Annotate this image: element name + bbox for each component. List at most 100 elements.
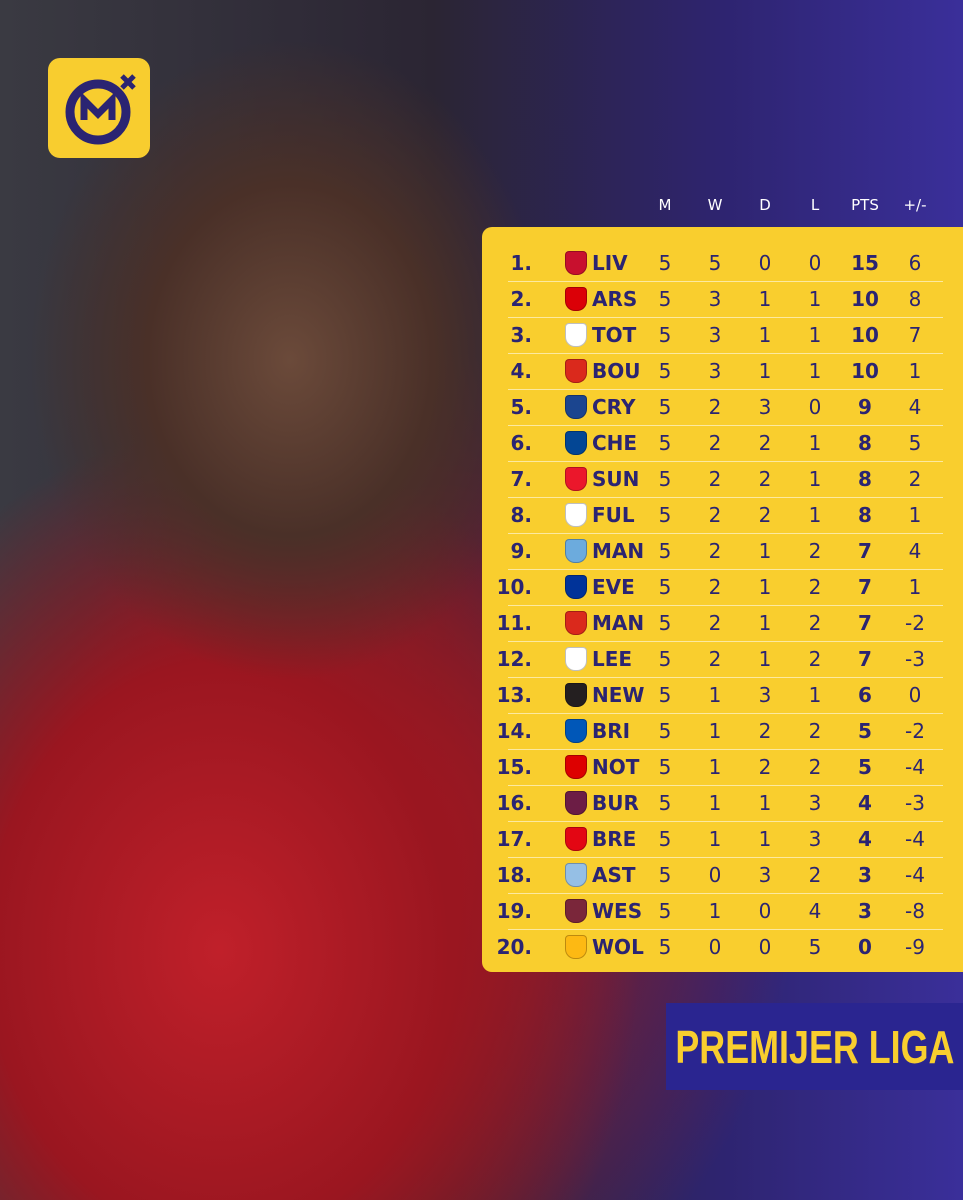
stat: 0 <box>808 251 822 275</box>
stat: 5 <box>708 251 722 275</box>
stat: 1 <box>758 359 772 383</box>
stat: 5 <box>658 863 672 887</box>
points: 3 <box>858 863 872 887</box>
row-separator <box>508 425 943 426</box>
stat: 5 <box>658 935 672 959</box>
team-badge <box>565 647 587 671</box>
team-name: CHE <box>592 431 638 455</box>
stat: 1 <box>708 755 722 779</box>
stat: 2 <box>908 467 922 491</box>
stat: 1 <box>808 431 822 455</box>
points: 8 <box>858 431 872 455</box>
stat: -4 <box>905 863 925 887</box>
stat: 7 <box>908 323 922 347</box>
stat: 1 <box>758 575 772 599</box>
stat: 0 <box>758 251 772 275</box>
team-name: LIV <box>592 251 628 275</box>
points: 4 <box>858 791 872 815</box>
rank: 6. <box>510 431 532 455</box>
stat: 0 <box>708 863 722 887</box>
column-header: D <box>759 196 771 214</box>
stat: 5 <box>658 755 672 779</box>
rank: 5. <box>510 395 532 419</box>
team-badge <box>565 395 587 419</box>
stat: 2 <box>708 575 722 599</box>
stat: 1 <box>758 287 772 311</box>
stat: 3 <box>708 287 722 311</box>
team-name: ARS <box>592 287 638 311</box>
column-header: PTS <box>851 196 879 214</box>
stat: 1 <box>758 647 772 671</box>
team-badge <box>565 359 587 383</box>
points: 15 <box>851 251 879 275</box>
stat: 2 <box>808 539 822 563</box>
team-name: TOT <box>592 323 637 347</box>
rank: 19. <box>496 899 532 923</box>
stat: 2 <box>808 611 822 635</box>
row-separator <box>508 317 943 318</box>
team-name: WOL <box>592 935 644 959</box>
stat: 1 <box>758 611 772 635</box>
stat: 3 <box>808 791 822 815</box>
team-name: BRE <box>592 827 637 851</box>
row-separator <box>508 281 943 282</box>
team-name: SUN <box>592 467 640 491</box>
team-badge <box>565 827 587 851</box>
column-header: W <box>707 196 723 214</box>
stat: 1 <box>808 683 822 707</box>
team-badge <box>565 755 587 779</box>
points: 4 <box>858 827 872 851</box>
rank: 10. <box>496 575 532 599</box>
stat: 4 <box>908 395 922 419</box>
team-name: BRI <box>592 719 631 743</box>
stat: 5 <box>658 791 672 815</box>
stat: 2 <box>708 539 722 563</box>
rank: 14. <box>496 719 532 743</box>
stat: 5 <box>658 683 672 707</box>
stat: 3 <box>758 863 772 887</box>
points: 8 <box>858 467 872 491</box>
rank: 4. <box>510 359 532 383</box>
stat: 0 <box>758 935 772 959</box>
stat: 6 <box>908 251 922 275</box>
stat: 1 <box>758 539 772 563</box>
stat: 5 <box>658 431 672 455</box>
points: 7 <box>858 647 872 671</box>
stat: 5 <box>658 575 672 599</box>
team-name: WES <box>592 899 643 923</box>
rank: 18. <box>496 863 532 887</box>
rank: 7. <box>510 467 532 491</box>
points: 8 <box>858 503 872 527</box>
stat: 5 <box>658 539 672 563</box>
rank: 13. <box>496 683 532 707</box>
stat: 2 <box>708 503 722 527</box>
stat: 1 <box>908 503 922 527</box>
team-badge <box>565 863 587 887</box>
stat: 2 <box>758 431 772 455</box>
stat: 4 <box>808 899 822 923</box>
stat: -4 <box>905 827 925 851</box>
points: 6 <box>858 683 872 707</box>
team-badge <box>565 251 587 275</box>
rank: 9. <box>510 539 532 563</box>
stat: 2 <box>758 755 772 779</box>
stat: 1 <box>808 359 822 383</box>
stat: 2 <box>708 467 722 491</box>
row-separator <box>508 533 943 534</box>
points: 3 <box>858 899 872 923</box>
stat: -8 <box>905 899 925 923</box>
stat: 1 <box>808 503 822 527</box>
team-name: NEW <box>592 683 645 707</box>
team-name: MAN <box>592 539 645 563</box>
team-badge <box>565 287 587 311</box>
column-header: L <box>810 196 820 214</box>
stat: 1 <box>758 827 772 851</box>
banner: PREMIJER LIGA <box>666 1003 963 1090</box>
stat: 4 <box>908 539 922 563</box>
team-badge <box>565 719 587 743</box>
team-name: EVE <box>592 575 635 599</box>
row-separator <box>508 569 943 570</box>
row-separator <box>508 893 943 894</box>
rank: 3. <box>510 323 532 347</box>
